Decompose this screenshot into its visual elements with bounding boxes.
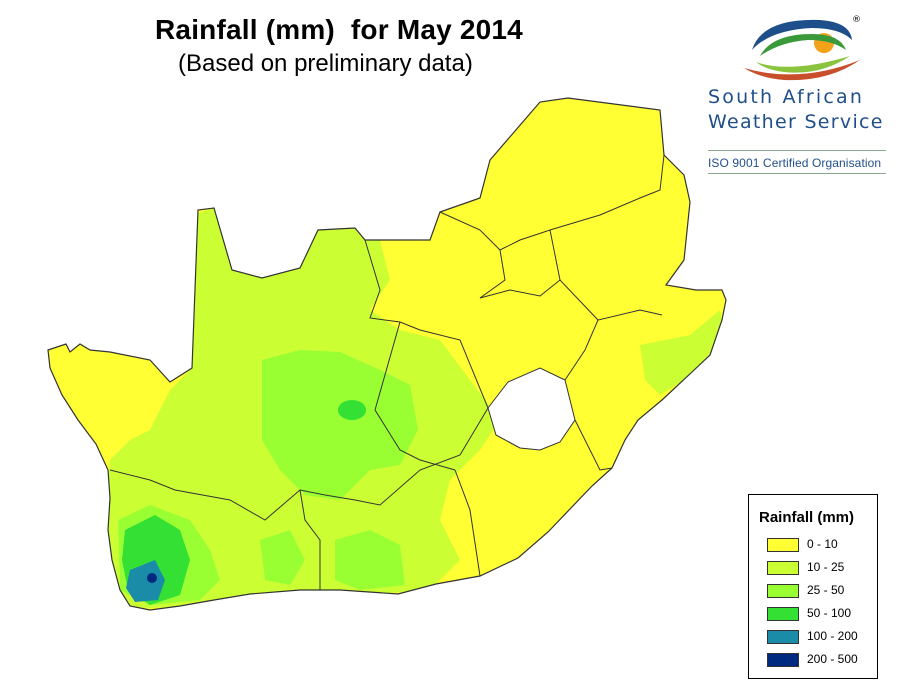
zone-10-25-east-coast [640, 310, 724, 395]
zone-25-50-southeast [335, 530, 405, 590]
saws-emblem-icon: ® [744, 15, 861, 81]
legend-swatch [767, 630, 799, 644]
logo-certification: ISO 9001 Certified Organisation [708, 156, 882, 170]
legend-label: 200 - 500 [807, 652, 858, 666]
legend-swatch [767, 653, 799, 667]
legend-item: 100 - 200 [767, 629, 872, 647]
legend-label: 100 - 200 [807, 629, 858, 643]
legend-swatch [767, 538, 799, 552]
legend-label: 0 - 10 [807, 537, 838, 551]
map-subtitle: (Based on preliminary data) [178, 50, 473, 77]
zone-50-100-central [338, 400, 366, 420]
legend-item: 200 - 500 [767, 652, 872, 670]
zone-25-50-central [262, 350, 418, 500]
legend-label: 50 - 100 [807, 606, 852, 620]
rainfall-legend: Rainfall (mm) 0 - 10 10 - 25 25 - 50 50 … [748, 494, 878, 679]
legend-item: 0 - 10 [767, 537, 872, 555]
registered-mark: ® [852, 15, 861, 25]
legend-title: Rainfall (mm) [759, 509, 855, 526]
province-borders [109, 154, 665, 590]
legend-item: 25 - 50 [767, 583, 872, 601]
map-title: Rainfall (mm) for May 2014 [155, 14, 523, 45]
logo-name-line-1: South African [708, 86, 865, 108]
legend-swatch [767, 607, 799, 621]
logo-divider [708, 173, 886, 174]
legend-item: 10 - 25 [767, 560, 872, 578]
legend-label: 25 - 50 [807, 583, 845, 597]
national-border [47, 97, 727, 611]
legend-label: 10 - 25 [807, 560, 845, 574]
legend-swatch [767, 584, 799, 598]
logo-divider [708, 150, 886, 151]
saws-logo: ® South African Weather Service ISO 9001… [700, 10, 892, 180]
lesotho-outline [487, 367, 576, 451]
legend-item: 50 - 100 [767, 606, 872, 624]
logo-name-line-2: Weather Service [708, 111, 884, 133]
legend-swatch [767, 561, 799, 575]
rainfall-zones [105, 208, 724, 610]
zone-100-200-cape [126, 560, 165, 602]
zone-200-500-cape [147, 573, 157, 583]
zone-25-50-south [260, 530, 305, 585]
